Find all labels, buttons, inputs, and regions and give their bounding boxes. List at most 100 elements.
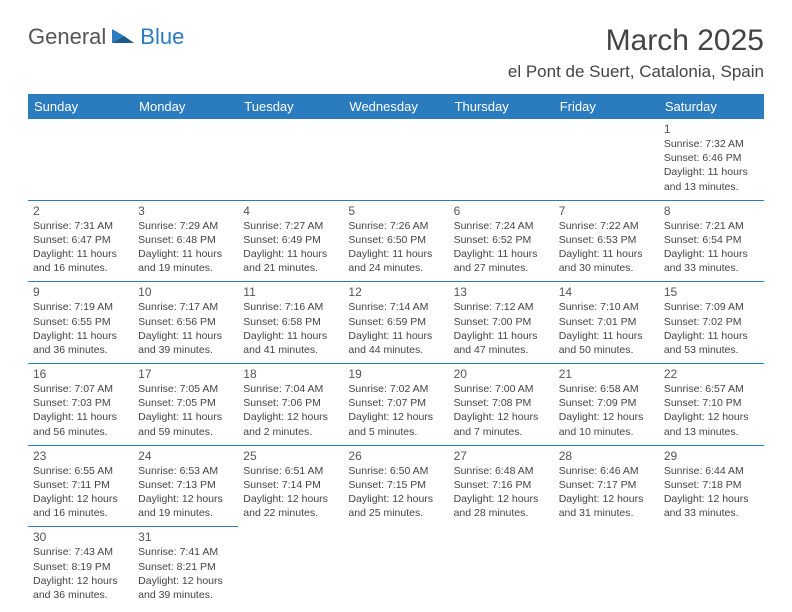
daylight-line: Daylight: 12 hours and 22 minutes. bbox=[243, 492, 338, 520]
sunrise-line: Sunrise: 6:50 AM bbox=[348, 464, 443, 478]
calendar-cell bbox=[28, 119, 133, 200]
sunrise-line: Sunrise: 6:51 AM bbox=[243, 464, 338, 478]
calendar-row: 2Sunrise: 7:31 AMSunset: 6:47 PMDaylight… bbox=[28, 200, 764, 282]
calendar-cell: 22Sunrise: 6:57 AMSunset: 7:10 PMDayligh… bbox=[659, 364, 764, 446]
calendar-cell: 26Sunrise: 6:50 AMSunset: 7:15 PMDayligh… bbox=[343, 445, 448, 527]
day-info: Sunrise: 7:21 AMSunset: 6:54 PMDaylight:… bbox=[664, 219, 759, 276]
calendar-cell bbox=[133, 119, 238, 200]
day-info: Sunrise: 7:22 AMSunset: 6:53 PMDaylight:… bbox=[559, 219, 654, 276]
sunrise-line: Sunrise: 7:43 AM bbox=[33, 545, 128, 559]
daylight-line: Daylight: 11 hours and 56 minutes. bbox=[33, 410, 128, 438]
daylight-line: Daylight: 11 hours and 21 minutes. bbox=[243, 247, 338, 275]
day-info: Sunrise: 7:43 AMSunset: 8:19 PMDaylight:… bbox=[33, 545, 128, 602]
sunset-line: Sunset: 7:17 PM bbox=[559, 478, 654, 492]
sunrise-line: Sunrise: 7:02 AM bbox=[348, 382, 443, 396]
day-number: 10 bbox=[138, 285, 233, 299]
sunset-line: Sunset: 7:06 PM bbox=[243, 396, 338, 410]
day-header: Wednesday bbox=[343, 94, 448, 119]
sunset-line: Sunset: 6:49 PM bbox=[243, 233, 338, 247]
calendar-cell bbox=[554, 527, 659, 608]
calendar-cell: 7Sunrise: 7:22 AMSunset: 6:53 PMDaylight… bbox=[554, 200, 659, 282]
daylight-line: Daylight: 11 hours and 41 minutes. bbox=[243, 329, 338, 357]
sunrise-line: Sunrise: 7:12 AM bbox=[454, 300, 549, 314]
calendar-table: Sunday Monday Tuesday Wednesday Thursday… bbox=[28, 94, 764, 608]
calendar-cell: 21Sunrise: 6:58 AMSunset: 7:09 PMDayligh… bbox=[554, 364, 659, 446]
daylight-line: Daylight: 11 hours and 53 minutes. bbox=[664, 329, 759, 357]
day-header: Tuesday bbox=[238, 94, 343, 119]
sunset-line: Sunset: 6:59 PM bbox=[348, 315, 443, 329]
sunset-line: Sunset: 6:50 PM bbox=[348, 233, 443, 247]
day-info: Sunrise: 7:41 AMSunset: 8:21 PMDaylight:… bbox=[138, 545, 233, 602]
sunrise-line: Sunrise: 7:32 AM bbox=[664, 137, 759, 151]
day-number: 24 bbox=[138, 449, 233, 463]
sunrise-line: Sunrise: 7:17 AM bbox=[138, 300, 233, 314]
day-number: 6 bbox=[454, 204, 549, 218]
day-number: 12 bbox=[348, 285, 443, 299]
daylight-line: Daylight: 11 hours and 13 minutes. bbox=[664, 165, 759, 193]
calendar-row: 1Sunrise: 7:32 AMSunset: 6:46 PMDaylight… bbox=[28, 119, 764, 200]
daylight-line: Daylight: 12 hours and 25 minutes. bbox=[348, 492, 443, 520]
daylight-line: Daylight: 11 hours and 36 minutes. bbox=[33, 329, 128, 357]
calendar-cell: 9Sunrise: 7:19 AMSunset: 6:55 PMDaylight… bbox=[28, 282, 133, 364]
day-info: Sunrise: 7:19 AMSunset: 6:55 PMDaylight:… bbox=[33, 300, 128, 357]
daylight-line: Daylight: 11 hours and 30 minutes. bbox=[559, 247, 654, 275]
calendar-cell: 12Sunrise: 7:14 AMSunset: 6:59 PMDayligh… bbox=[343, 282, 448, 364]
daylight-line: Daylight: 12 hours and 19 minutes. bbox=[138, 492, 233, 520]
day-number: 26 bbox=[348, 449, 443, 463]
day-info: Sunrise: 6:48 AMSunset: 7:16 PMDaylight:… bbox=[454, 464, 549, 521]
day-info: Sunrise: 7:02 AMSunset: 7:07 PMDaylight:… bbox=[348, 382, 443, 439]
sunset-line: Sunset: 7:07 PM bbox=[348, 396, 443, 410]
day-info: Sunrise: 7:04 AMSunset: 7:06 PMDaylight:… bbox=[243, 382, 338, 439]
sunrise-line: Sunrise: 6:58 AM bbox=[559, 382, 654, 396]
day-number: 22 bbox=[664, 367, 759, 381]
calendar-cell bbox=[449, 119, 554, 200]
day-number: 27 bbox=[454, 449, 549, 463]
sunset-line: Sunset: 7:13 PM bbox=[138, 478, 233, 492]
sunset-line: Sunset: 7:16 PM bbox=[454, 478, 549, 492]
day-number: 17 bbox=[138, 367, 233, 381]
sunset-line: Sunset: 7:14 PM bbox=[243, 478, 338, 492]
day-info: Sunrise: 7:10 AMSunset: 7:01 PMDaylight:… bbox=[559, 300, 654, 357]
daylight-line: Daylight: 12 hours and 36 minutes. bbox=[33, 574, 128, 602]
sunset-line: Sunset: 7:03 PM bbox=[33, 396, 128, 410]
daylight-line: Daylight: 12 hours and 10 minutes. bbox=[559, 410, 654, 438]
day-info: Sunrise: 6:55 AMSunset: 7:11 PMDaylight:… bbox=[33, 464, 128, 521]
calendar-cell bbox=[554, 119, 659, 200]
day-number: 3 bbox=[138, 204, 233, 218]
calendar-cell: 5Sunrise: 7:26 AMSunset: 6:50 PMDaylight… bbox=[343, 200, 448, 282]
sunset-line: Sunset: 6:47 PM bbox=[33, 233, 128, 247]
sunrise-line: Sunrise: 7:19 AM bbox=[33, 300, 128, 314]
header: General Blue March 2025 el Pont de Suert… bbox=[28, 24, 764, 82]
day-info: Sunrise: 7:14 AMSunset: 6:59 PMDaylight:… bbox=[348, 300, 443, 357]
sunset-line: Sunset: 6:48 PM bbox=[138, 233, 233, 247]
sunrise-line: Sunrise: 6:53 AM bbox=[138, 464, 233, 478]
day-info: Sunrise: 6:53 AMSunset: 7:13 PMDaylight:… bbox=[138, 464, 233, 521]
sunrise-line: Sunrise: 6:55 AM bbox=[33, 464, 128, 478]
day-number: 28 bbox=[559, 449, 654, 463]
calendar-cell bbox=[343, 119, 448, 200]
sunrise-line: Sunrise: 7:31 AM bbox=[33, 219, 128, 233]
daylight-line: Daylight: 11 hours and 19 minutes. bbox=[138, 247, 233, 275]
sunset-line: Sunset: 7:18 PM bbox=[664, 478, 759, 492]
day-header: Friday bbox=[554, 94, 659, 119]
sunset-line: Sunset: 6:55 PM bbox=[33, 315, 128, 329]
sunrise-line: Sunrise: 7:04 AM bbox=[243, 382, 338, 396]
calendar-row: 30Sunrise: 7:43 AMSunset: 8:19 PMDayligh… bbox=[28, 527, 764, 608]
day-number: 8 bbox=[664, 204, 759, 218]
daylight-line: Daylight: 12 hours and 7 minutes. bbox=[454, 410, 549, 438]
calendar-cell bbox=[343, 527, 448, 608]
calendar-row: 16Sunrise: 7:07 AMSunset: 7:03 PMDayligh… bbox=[28, 364, 764, 446]
sunset-line: Sunset: 7:09 PM bbox=[559, 396, 654, 410]
calendar-row: 23Sunrise: 6:55 AMSunset: 7:11 PMDayligh… bbox=[28, 445, 764, 527]
day-info: Sunrise: 7:32 AMSunset: 6:46 PMDaylight:… bbox=[664, 137, 759, 194]
calendar-cell bbox=[449, 527, 554, 608]
daylight-line: Daylight: 12 hours and 28 minutes. bbox=[454, 492, 549, 520]
calendar-cell: 27Sunrise: 6:48 AMSunset: 7:16 PMDayligh… bbox=[449, 445, 554, 527]
day-info: Sunrise: 7:27 AMSunset: 6:49 PMDaylight:… bbox=[243, 219, 338, 276]
sunset-line: Sunset: 7:08 PM bbox=[454, 396, 549, 410]
sunrise-line: Sunrise: 7:05 AM bbox=[138, 382, 233, 396]
day-number: 25 bbox=[243, 449, 338, 463]
calendar-cell: 31Sunrise: 7:41 AMSunset: 8:21 PMDayligh… bbox=[133, 527, 238, 608]
calendar-cell: 30Sunrise: 7:43 AMSunset: 8:19 PMDayligh… bbox=[28, 527, 133, 608]
sunrise-line: Sunrise: 7:41 AM bbox=[138, 545, 233, 559]
